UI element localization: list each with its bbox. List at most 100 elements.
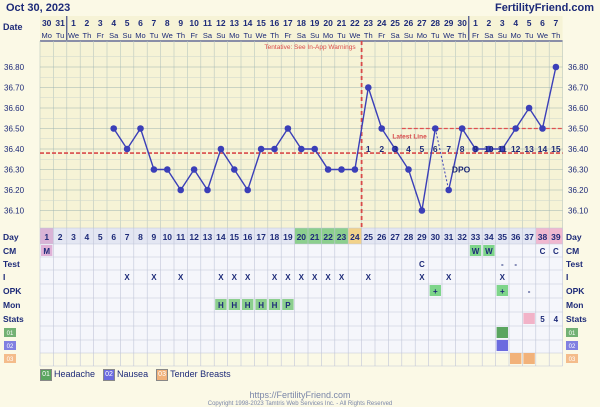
row-label-opk: OPK: [3, 286, 22, 296]
day-cell-background: [241, 228, 255, 244]
symptom-code: 02: [7, 344, 14, 350]
cell-stats: 5: [540, 315, 545, 324]
day-cell-background: [388, 228, 402, 244]
dpo-number: 12: [511, 144, 521, 154]
row-label-right-stats: Stats: [566, 314, 587, 324]
day-cell-background: [147, 228, 161, 244]
temperature-point: [338, 166, 345, 173]
temperature-point: [351, 166, 359, 173]
day-cell-background: [321, 228, 335, 244]
date-row-label: Date: [3, 22, 23, 32]
temperature-point: [137, 125, 144, 132]
row-label-right-cm: CM: [566, 246, 579, 256]
cell-i: X: [272, 273, 278, 282]
weekday-label: We: [256, 31, 267, 40]
temperature-point: [458, 125, 466, 132]
day-cell-background: [482, 228, 496, 244]
day-number: 27: [390, 232, 400, 242]
day-number: 39: [551, 232, 561, 242]
day-number: 29: [417, 232, 427, 242]
weekday-label: Tu: [56, 31, 64, 40]
day-number: 36: [511, 232, 521, 242]
plot-background: [40, 16, 563, 228]
symptom-code-box: [4, 354, 16, 363]
cell-highlight: [255, 299, 267, 310]
symptom-code: 03: [7, 357, 14, 363]
day-number: 31: [444, 232, 454, 242]
day-number: 21: [310, 232, 320, 242]
temperature-point: [512, 125, 519, 132]
weekday-label: Fr: [191, 31, 199, 40]
y-tick-label-right: 36.30: [568, 166, 589, 175]
day-cell-background: [160, 228, 174, 244]
symptom-code: 01: [7, 331, 14, 337]
cell-i: X: [325, 273, 331, 282]
y-tick-label-right: 36.80: [568, 63, 589, 72]
cell-test: C: [419, 260, 425, 269]
legend-label: Nausea: [117, 369, 149, 380]
day-cell-background: [107, 228, 121, 244]
cell-i: X: [285, 273, 291, 282]
cell-highlight: [429, 285, 441, 296]
weekday-label: Su: [404, 31, 413, 40]
dpo-number: 7: [446, 144, 451, 154]
day-number: 20: [297, 232, 307, 242]
symptom-mark: [510, 353, 522, 364]
cell-i: X: [245, 273, 251, 282]
weekday-label: Th: [83, 31, 92, 40]
temperature-point: [432, 125, 439, 132]
cell-cm: W: [472, 247, 480, 256]
temperature-point: [257, 145, 265, 153]
day-cell-background: [187, 228, 201, 244]
symptom-code-box: [4, 328, 16, 337]
weekday-label: Mo: [510, 31, 520, 40]
day-cell-background: [415, 228, 429, 244]
day-number: 38: [538, 232, 548, 242]
date-label: 30: [42, 18, 52, 28]
legend-code: 03: [156, 369, 169, 381]
day-number: 1: [44, 232, 49, 242]
weekday-label: We: [68, 31, 79, 40]
temperature-point: [217, 145, 225, 153]
day-cell-background: [294, 228, 308, 244]
temperature-point: [204, 186, 211, 194]
weekday-label: Th: [458, 31, 467, 40]
temperature-point: [539, 125, 546, 132]
temperature-point: [472, 145, 479, 153]
day-number: 25: [364, 232, 374, 242]
day-cell-background: [227, 228, 241, 244]
cell-cm: W: [485, 247, 493, 256]
row-label-right-mon: Mon: [566, 300, 583, 310]
temperature-point: [378, 125, 386, 132]
day-number: 22: [323, 232, 333, 242]
weekday-label: Mo: [135, 31, 145, 40]
weekday-label: Mo: [323, 31, 333, 40]
temperature-point: [231, 166, 238, 173]
date-label: 14: [243, 18, 253, 28]
weekday-label: Tu: [337, 31, 345, 40]
day-cell-background: [522, 228, 536, 244]
weekday-label: Tu: [243, 31, 251, 40]
day-number: 35: [498, 232, 508, 242]
day-cell-background: [334, 228, 349, 244]
brand-link[interactable]: FertilityFriend.com: [494, 2, 594, 14]
cell-highlight: [242, 299, 254, 310]
weekday-label: Th: [552, 31, 561, 40]
day-cell-background: [468, 228, 483, 244]
y-tick-label: 36.40: [4, 145, 25, 154]
cell-highlight: [282, 299, 294, 310]
date-label: 19: [310, 18, 320, 28]
day-number: 17: [256, 232, 266, 242]
symptom-mark: [496, 327, 508, 338]
footer-url[interactable]: https://FertilityFriend.com: [249, 390, 351, 400]
day-number: 6: [111, 232, 116, 242]
day-number: 23: [337, 232, 347, 242]
row-label-stats: Stats: [3, 314, 24, 324]
weekday-label: Mo: [41, 31, 51, 40]
dpo-number: 2: [379, 144, 384, 154]
cell-cm: C: [540, 247, 546, 256]
day-cell-background: [80, 228, 94, 244]
day-number: 34: [484, 232, 494, 242]
symptom-code-box-right: [566, 354, 578, 363]
temperature-point: [244, 186, 251, 194]
